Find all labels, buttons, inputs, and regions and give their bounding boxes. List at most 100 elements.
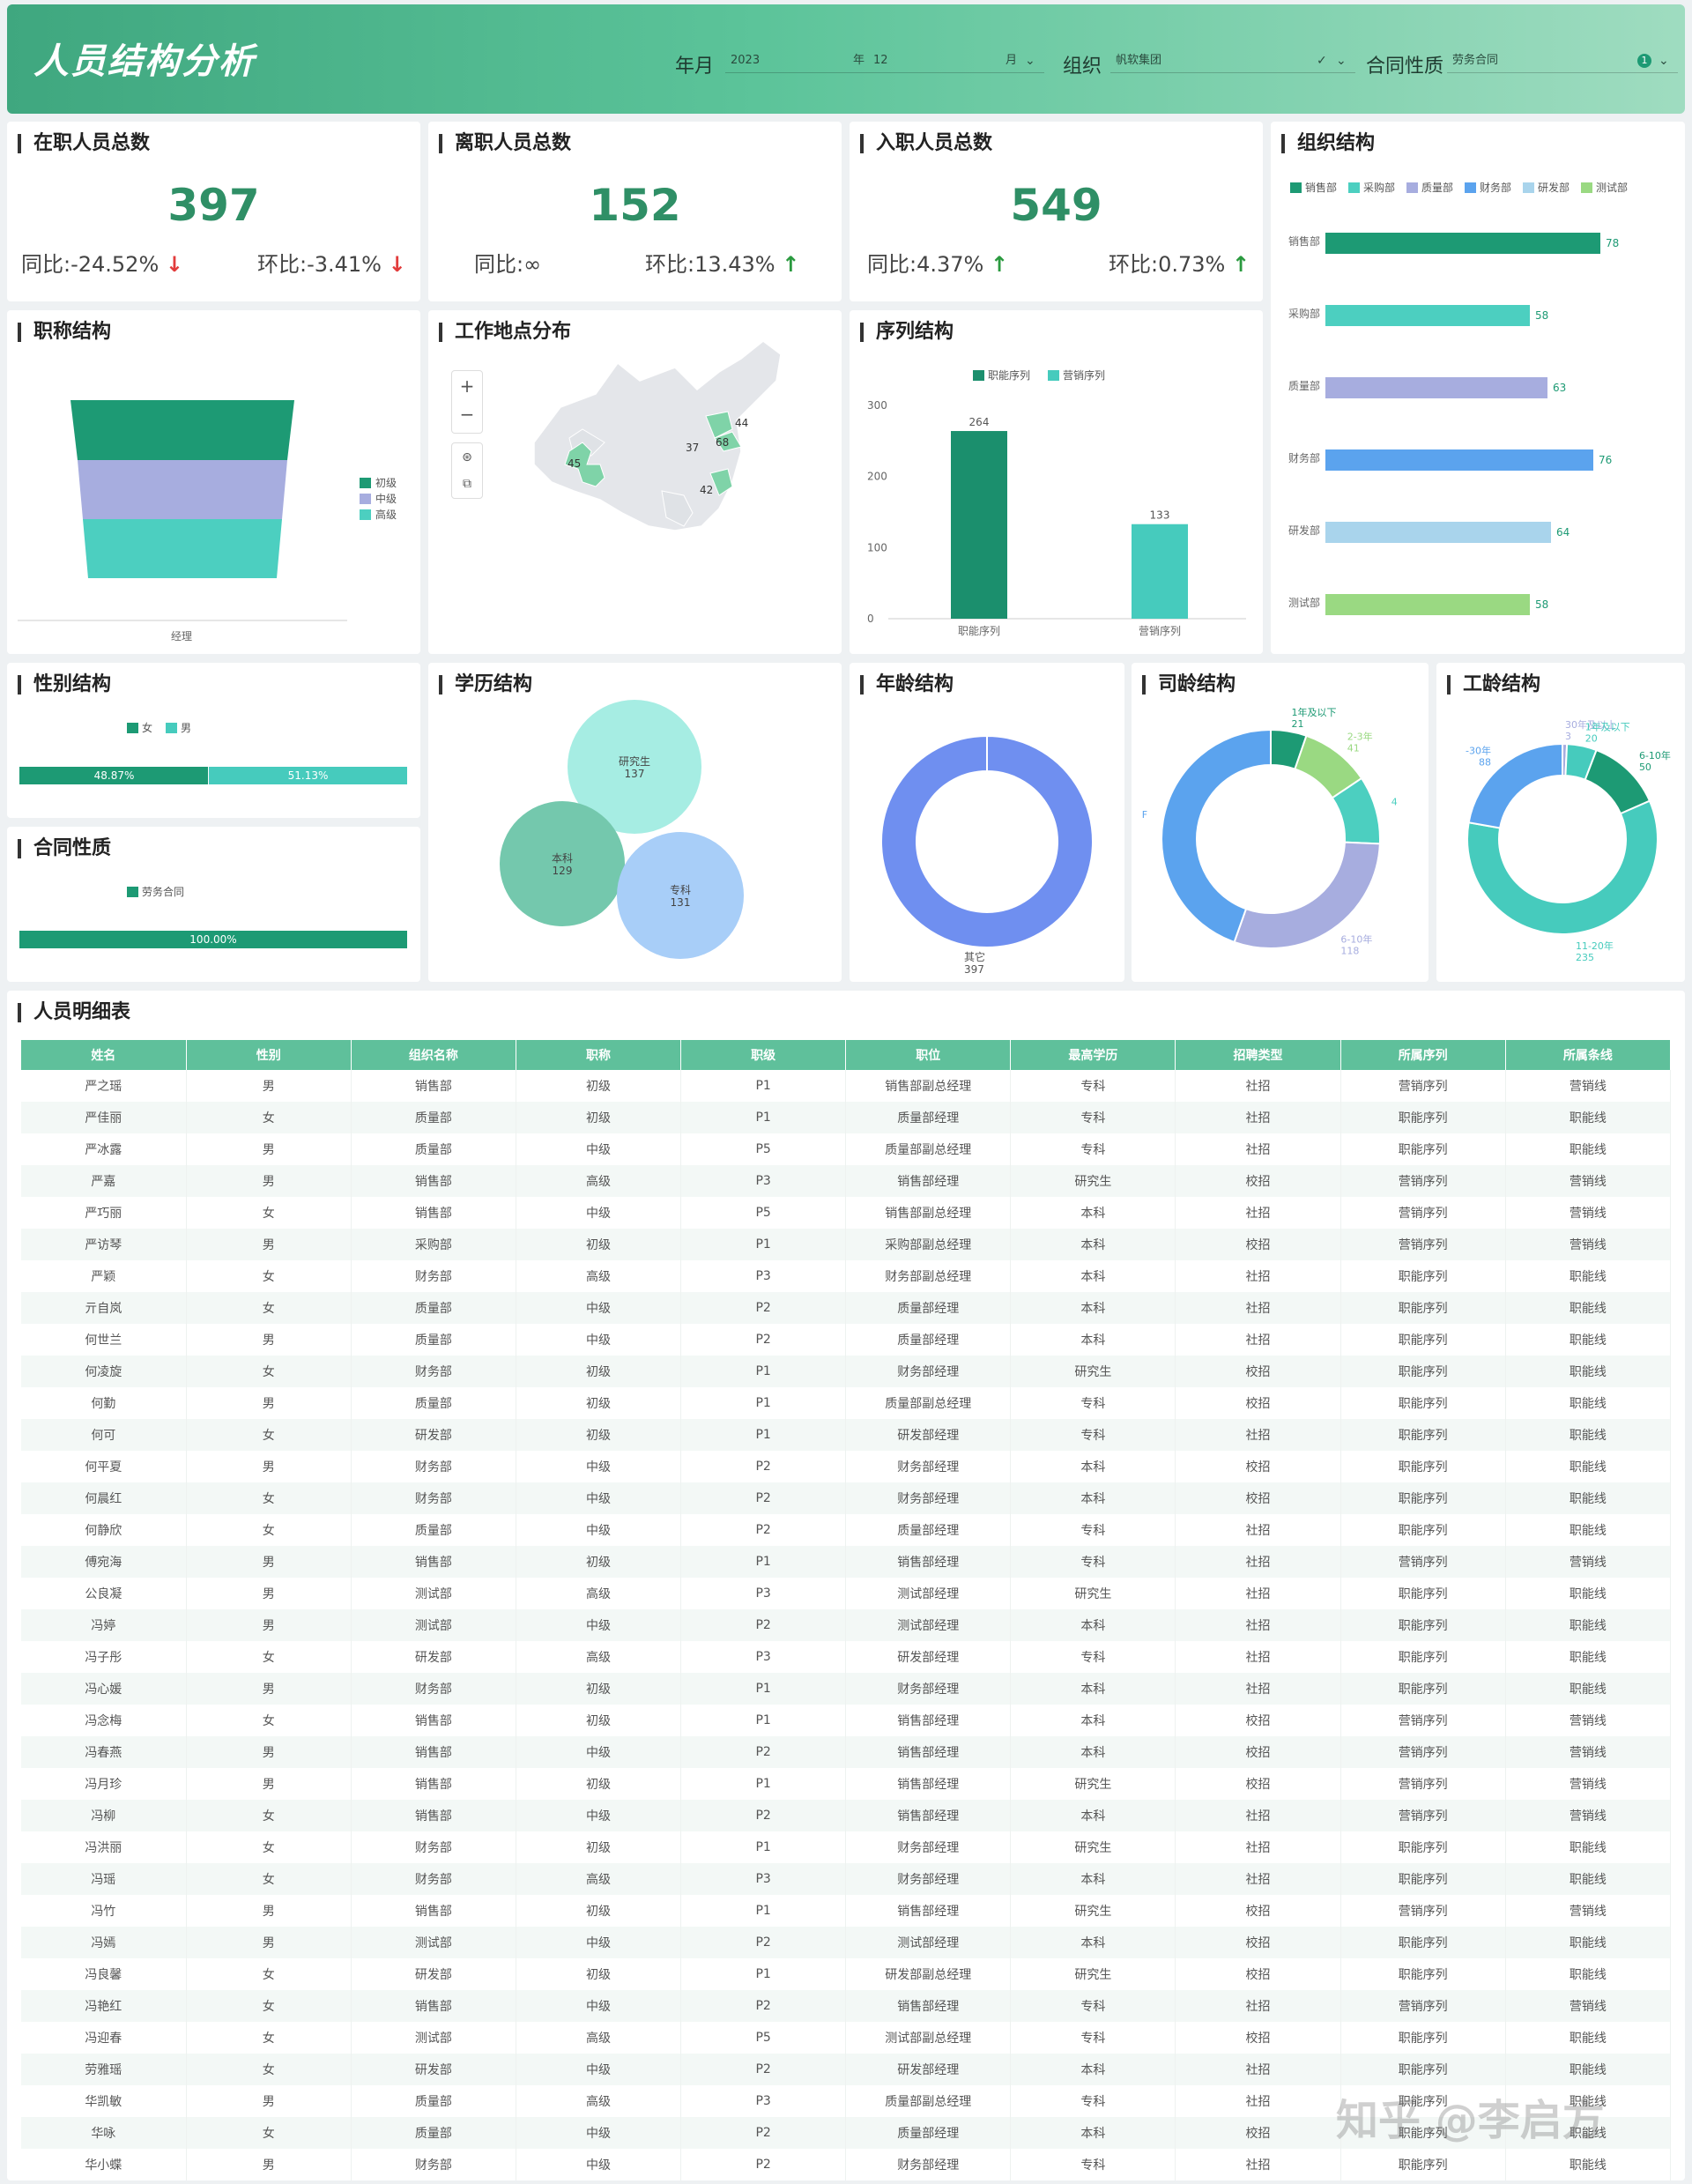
table-cell: 职能线 — [1505, 1578, 1672, 1609]
column-header[interactable]: 职位 — [845, 1040, 1012, 1070]
table-cell: 严颖 — [21, 1260, 187, 1292]
table-cell: 初级 — [516, 1705, 682, 1736]
table-row[interactable]: 傅宛海男销售部 初级 P1 销售部经理 专科 社招 营销序列 营销线 — [21, 1546, 1672, 1578]
table-cell: 质量部 — [351, 2117, 516, 2149]
table-row[interactable]: 冯婷男测试部 中级 P2 测试部经理 本科 社招 职能序列 职能线 — [21, 1609, 1672, 1641]
table-row[interactable]: 华小蝶男财务部 中级 P2 财务部经理 专科 社招 职能序列 职能线 — [21, 2149, 1672, 2180]
table-cell: 销售部经理 — [845, 1768, 1012, 1800]
zoom-in-button[interactable]: + — [459, 375, 475, 397]
table-row[interactable]: 严冰露男质量部 中级 P5 质量部副总经理 专科 社招 职能序列 职能线 — [21, 1133, 1672, 1165]
table-cell: 男 — [186, 1451, 352, 1482]
table-row[interactable]: 冯子彤女研发部 高级 P3 研发部经理 专科 社招 职能序列 职能线 — [21, 1641, 1672, 1673]
table-cell: 质量部经理 — [845, 2117, 1012, 2149]
selected-count-badge: 1 — [1637, 54, 1651, 68]
data-label: 58 — [1535, 309, 1548, 322]
table-row[interactable]: 亓自岚女质量部 中级 P2 质量部经理 本科 社招 职能序列 职能线 — [21, 1292, 1672, 1324]
table-cell: 质量部 — [351, 1387, 516, 1419]
table-cell: 女 — [186, 1419, 352, 1451]
table-row[interactable]: 何平夏男财务部 中级 P2 财务部经理 本科 校招 职能序列 职能线 — [21, 1451, 1672, 1482]
table-row[interactable]: 冯嫣男测试部 中级 P2 测试部经理 本科 校招 职能序列 职能线 — [21, 1927, 1672, 1958]
org-select[interactable]: 帆软集团 ✓ ⌄ — [1110, 50, 1355, 73]
table-row[interactable]: 严嘉男销售部 高级 P3 销售部经理 研究生 校招 营销序列 营销线 — [21, 1165, 1672, 1197]
legend-label: 中级 — [375, 492, 397, 505]
table-row[interactable]: 严佳丽女质量部 初级 P1 质量部经理 专科 社招 职能序列 职能线 — [21, 1102, 1672, 1133]
chevron-down-icon: ⌄ — [1025, 54, 1035, 68]
table-row[interactable]: 严颖女财务部 高级 P3 财务部副总经理 本科 社招 职能序列 职能线 — [21, 1260, 1672, 1292]
table-row[interactable]: 何可女研发部 初级 P1 研发部经理 专科 社招 职能序列 职能线 — [21, 1419, 1672, 1451]
table-row[interactable]: 冯良馨女研发部 初级 P1 研发部副总经理 研究生 校招 职能序列 职能线 — [21, 1958, 1672, 1990]
column-header[interactable]: 招聘类型 — [1175, 1040, 1341, 1070]
legend-swatch — [1523, 182, 1534, 193]
map-region-68[interactable] — [714, 431, 742, 452]
table-row[interactable]: 冯心媛男财务部 初级 P1 财务部经理 本科 社招 职能序列 职能线 — [21, 1673, 1672, 1705]
table-row[interactable]: 公良凝男测试部 高级 P3 测试部经理 研究生 社招 职能序列 职能线 — [21, 1578, 1672, 1609]
column-header[interactable]: 职称 — [516, 1040, 682, 1070]
table-cell: 质量部副总经理 — [845, 1387, 1012, 1419]
contract-select[interactable]: 劳务合同 1 ⌄ — [1447, 50, 1678, 73]
table-row[interactable]: 何晨红女财务部 中级 P2 财务部经理 本科 校招 职能序列 职能线 — [21, 1482, 1672, 1514]
table-cell: 校招 — [1175, 1451, 1341, 1482]
table-cell: 女 — [186, 1292, 352, 1324]
table-row[interactable]: 华凯敏男质量部 高级 P3 质量部副总经理 专科 社招 职能序列 职能线 — [21, 2085, 1672, 2117]
table-row[interactable]: 劳雅瑶女研发部 中级 P2 研发部经理 本科 社招 职能序列 职能线 — [21, 2054, 1672, 2085]
table-row[interactable]: 冯艳红女销售部 中级 P2 销售部经理 专科 社招 营销序列 营销线 — [21, 1990, 1672, 2022]
table-row[interactable]: 冯春燕男销售部 中级 P2 销售部经理 本科 校招 营销序列 营销线 — [21, 1736, 1672, 1768]
column-header[interactable]: 所属条线 — [1505, 1040, 1672, 1070]
table-cell: 中级 — [516, 1482, 682, 1514]
map-layer-icon[interactable]: ⧉ — [463, 477, 471, 491]
table-cell: 高级 — [516, 1578, 682, 1609]
column-header[interactable]: 职级 — [680, 1040, 847, 1070]
table-cell: 高级 — [516, 1165, 682, 1197]
map-label: 44 — [735, 417, 748, 429]
watermark: 知乎 @李启方 — [1336, 2096, 1605, 2145]
column-header[interactable]: 性别 — [186, 1040, 352, 1070]
kpi-card-joined: 入职人员总数 549 同比:4.37% ↑ 环比:0.73% ↑ — [850, 122, 1263, 301]
table-cell: 销售部 — [351, 1736, 516, 1768]
table-row[interactable]: 严巧丽女销售部 中级 P5 销售部副总经理 本科 社招 营销序列 营销线 — [21, 1197, 1672, 1229]
table-row[interactable]: 何勤男质量部 初级 P1 质量部副总经理 专科 校招 职能序列 职能线 — [21, 1387, 1672, 1419]
x-tick-label: 职能序列 — [958, 624, 1000, 637]
table-cell: 校招 — [1175, 1229, 1341, 1260]
table-row[interactable]: 华咏女质量部 中级 P2 质量部经理 本科 校招 职能序列 职能线 — [21, 2117, 1672, 2149]
map-region-45[interactable] — [564, 442, 605, 487]
table-row[interactable]: 冯瑶女财务部 高级 P3 财务部经理 本科 社招 职能序列 职能线 — [21, 1863, 1672, 1895]
column-header[interactable]: 最高学历 — [1010, 1040, 1176, 1070]
table-row[interactable]: 冯洪丽女财务部 初级 P1 财务部经理 研究生 社招 职能序列 职能线 — [21, 1831, 1672, 1863]
year-month-select[interactable]: 2023 年 12 月 ⌄ — [725, 50, 1044, 73]
table-row[interactable]: 何静欣女质量部 中级 P2 质量部经理 专科 社招 职能序列 职能线 — [21, 1514, 1672, 1546]
map-region-44[interactable] — [705, 411, 733, 439]
china-map[interactable]: 45 37 44 68 42 — [428, 310, 842, 654]
table-cell: 男 — [186, 1324, 352, 1356]
table-row[interactable]: 严访琴男采购部 初级 P1 采购部副总经理 本科 校招 营销序列 营销线 — [21, 1229, 1672, 1260]
table-row[interactable]: 冯迎春女测试部 高级 P5 测试部副总经理 专科 校招 职能序列 职能线 — [21, 2022, 1672, 2054]
table-cell: 营销线 — [1505, 1070, 1672, 1102]
map-region-42[interactable] — [709, 468, 733, 496]
funnel-segment — [78, 460, 287, 519]
kpi-yoy: 同比:4.37% ↑ — [867, 252, 1009, 277]
table-cell: 职能序列 — [1340, 2085, 1506, 2117]
table-row[interactable]: 冯月珍男销售部 初级 P1 销售部经理 研究生 校招 营销序列 营销线 — [21, 1768, 1672, 1800]
header-bar: 人员结构分析 年月 2023 年 12 月 ⌄ 组织 帆软集团 ✓ ⌄ 合同性质… — [7, 4, 1685, 114]
gender-stacked-bar: 女 男 48.87% 51.13% — [19, 721, 407, 784]
table-cell: 社招 — [1175, 2085, 1341, 2117]
table-cell: 专科 — [1010, 1133, 1176, 1165]
map-locate-icon[interactable]: ⊛ — [462, 450, 472, 464]
table-cell: 女 — [186, 1260, 352, 1292]
column-header[interactable]: 所属序列 — [1340, 1040, 1506, 1070]
column-header[interactable]: 组织名称 — [351, 1040, 516, 1070]
table-cell: 营销序列 — [1340, 1990, 1506, 2022]
table-row[interactable]: 严之瑶男销售部 初级 P1 销售部副总经理 专科 社招 营销序列 营销线 — [21, 1070, 1672, 1102]
table-row[interactable]: 何世兰男质量部 中级 P2 质量部经理 本科 社招 职能序列 职能线 — [21, 1324, 1672, 1356]
column-header[interactable]: 姓名 — [21, 1040, 187, 1070]
zoom-out-button[interactable]: − — [459, 404, 475, 425]
chevron-down-icon: ⌄ — [1659, 54, 1669, 68]
table-cell: 校招 — [1175, 1356, 1341, 1387]
table-row[interactable]: 冯念梅女销售部 初级 P1 销售部经理 本科 校招 营销序列 营销线 — [21, 1705, 1672, 1736]
table-row[interactable]: 冯竹男销售部 初级 P1 销售部经理 研究生 校招 营销序列 营销线 — [21, 1895, 1672, 1927]
table-cell: 研究生 — [1010, 1165, 1176, 1197]
table-cell: 中级 — [516, 1451, 682, 1482]
table-row[interactable]: 冯柳女销售部 中级 P2 销售部经理 本科 社招 营销序列 营销线 — [21, 1800, 1672, 1831]
table-row[interactable]: 何凌旋女财务部 初级 P1 财务部经理 研究生 校招 职能序列 职能线 — [21, 1356, 1672, 1387]
table-cell: 营销线 — [1505, 1705, 1672, 1736]
table-cell: 职能序列 — [1340, 2117, 1506, 2149]
